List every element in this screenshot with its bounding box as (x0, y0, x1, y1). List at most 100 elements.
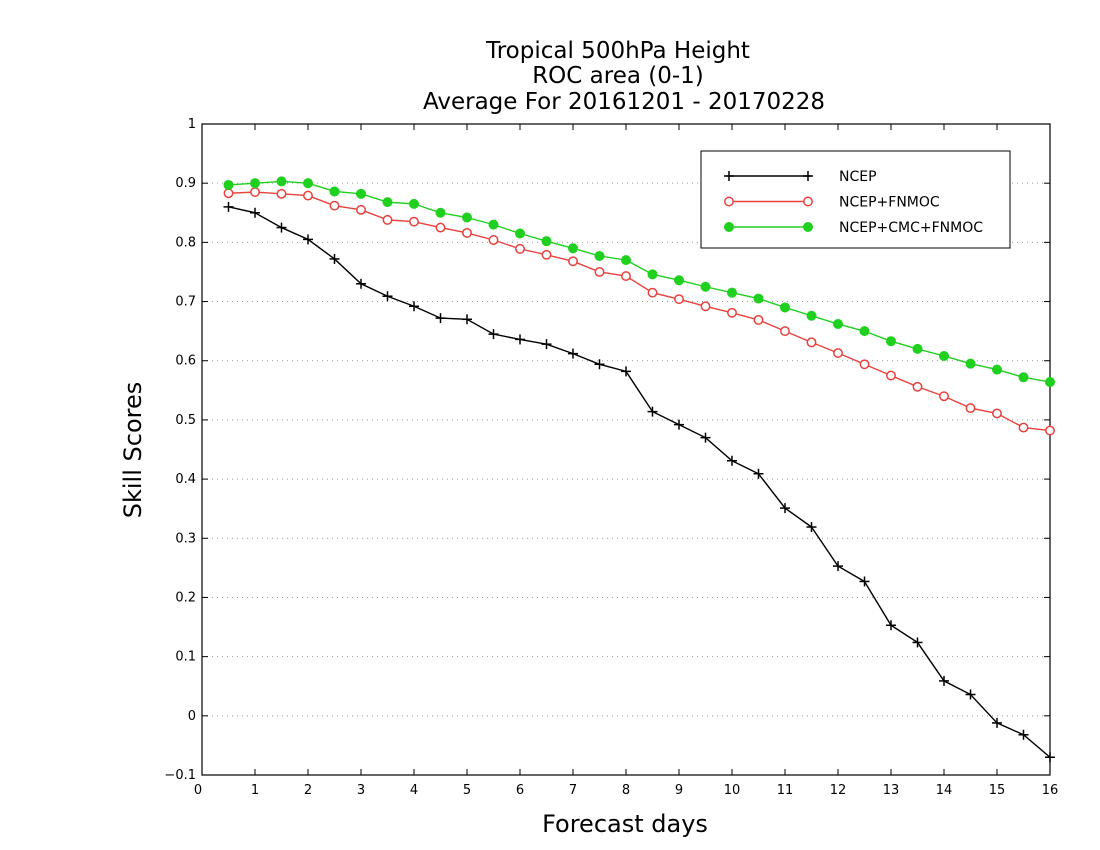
data-point (382, 214, 393, 225)
series-ncep (223, 201, 1055, 763)
data-point (276, 176, 287, 187)
legend: NCEP NCEP+FNMOC NCEP+CMC+FNMOC (700, 150, 1011, 249)
data-point (356, 188, 366, 199)
x-tick-label: 7 (569, 783, 577, 798)
data-point (329, 253, 340, 264)
data-point (382, 291, 393, 302)
data-point (356, 204, 366, 215)
y-tick-label: 0.2 (175, 590, 196, 605)
x-tick-label: 11 (777, 783, 794, 798)
y-tick-label: 1 (188, 117, 196, 132)
data-point (886, 620, 896, 631)
data-point (833, 348, 843, 358)
data-point (621, 271, 631, 282)
data-point (912, 343, 923, 354)
title-line-2: ROC area (0-1) (532, 63, 704, 89)
data-point (992, 364, 1002, 375)
data-point (647, 287, 658, 298)
legend-marker (724, 196, 734, 207)
legend-box (700, 150, 1011, 249)
data-point (939, 675, 949, 686)
data-point (912, 637, 923, 648)
data-point (409, 301, 419, 312)
data-point (329, 186, 340, 197)
data-point (568, 256, 578, 267)
data-point (382, 197, 393, 208)
x-tick-label: 0 (194, 783, 202, 798)
data-point (488, 329, 499, 340)
data-point (303, 178, 313, 189)
x-tick-label: 10 (724, 783, 741, 798)
legend-marker (803, 196, 813, 207)
data-point (303, 234, 313, 245)
x-tick-label: 3 (357, 783, 365, 798)
data-point (409, 216, 419, 227)
y-tick-label: 0.3 (175, 531, 196, 546)
x-tick-label: 12 (830, 783, 847, 798)
data-point (250, 187, 260, 198)
axis-ticks: −0.100.10.20.30.40.50.60.70.80.910 1 2 3 4 5 6… (164, 117, 1058, 798)
data-point (1045, 377, 1055, 388)
data-point (515, 228, 525, 239)
y-tick-label: 0.8 (175, 235, 196, 250)
x-tick-label: 2 (304, 783, 312, 798)
data-point (700, 301, 711, 312)
data-point (223, 188, 234, 199)
legend-marker (803, 171, 813, 181)
data-point (753, 468, 764, 479)
data-point (647, 269, 658, 280)
x-tick-label: 4 (410, 783, 418, 798)
x-tick-label: 14 (936, 783, 953, 798)
legend-item: NCEP (724, 169, 877, 185)
data-point (488, 219, 499, 230)
data-point (727, 307, 737, 318)
data-point (833, 319, 843, 330)
legend-item: NCEP+FNMOC (724, 195, 940, 211)
data-point (435, 207, 446, 218)
data-point (965, 689, 976, 700)
data-point (515, 243, 525, 254)
data-point (1045, 752, 1055, 763)
series-ncep-cmc-fnmoc (223, 176, 1055, 388)
x-tick-label: 15 (989, 783, 1006, 798)
data-point (621, 255, 631, 266)
legend-marker (803, 222, 813, 232)
data-point (541, 339, 552, 350)
data-point (488, 235, 499, 245)
data-point (992, 717, 1002, 728)
data-point (992, 408, 1002, 419)
data-point (568, 348, 578, 359)
data-point (700, 432, 711, 443)
data-point (276, 222, 287, 233)
data-point (276, 188, 287, 199)
data-point (594, 250, 605, 261)
data-point (859, 326, 870, 337)
data-point (939, 350, 949, 361)
legend-marker (724, 222, 734, 232)
data-point (250, 178, 260, 189)
data-point (568, 243, 578, 254)
data-point (727, 287, 737, 298)
data-point (674, 275, 684, 286)
data-point (939, 391, 949, 402)
data-point (541, 249, 552, 260)
y-tick-label: 0.9 (175, 176, 196, 191)
data-point (965, 403, 976, 414)
y-tick-label: 0 (188, 709, 196, 724)
data-point (1018, 729, 1029, 740)
x-tick-label: 9 (675, 783, 683, 798)
data-point (886, 370, 896, 381)
data-point (674, 419, 684, 430)
data-point (700, 281, 711, 292)
title-line-1: Tropical 500hPa Height (485, 38, 750, 64)
x-tick-label: 1 (251, 783, 259, 798)
y-tick-label: −0.1 (164, 768, 196, 783)
title-line-3: Average For 20161201 - 20170228 (423, 89, 825, 115)
data-point (647, 406, 658, 417)
data-point (594, 267, 605, 277)
legend-label: NCEP+FNMOC (839, 195, 940, 211)
data-point (859, 576, 870, 587)
chart-title: Tropical 500hPa Height ROC area (0-1) Av… (423, 38, 825, 115)
y-tick-label: 0.6 (175, 354, 196, 369)
